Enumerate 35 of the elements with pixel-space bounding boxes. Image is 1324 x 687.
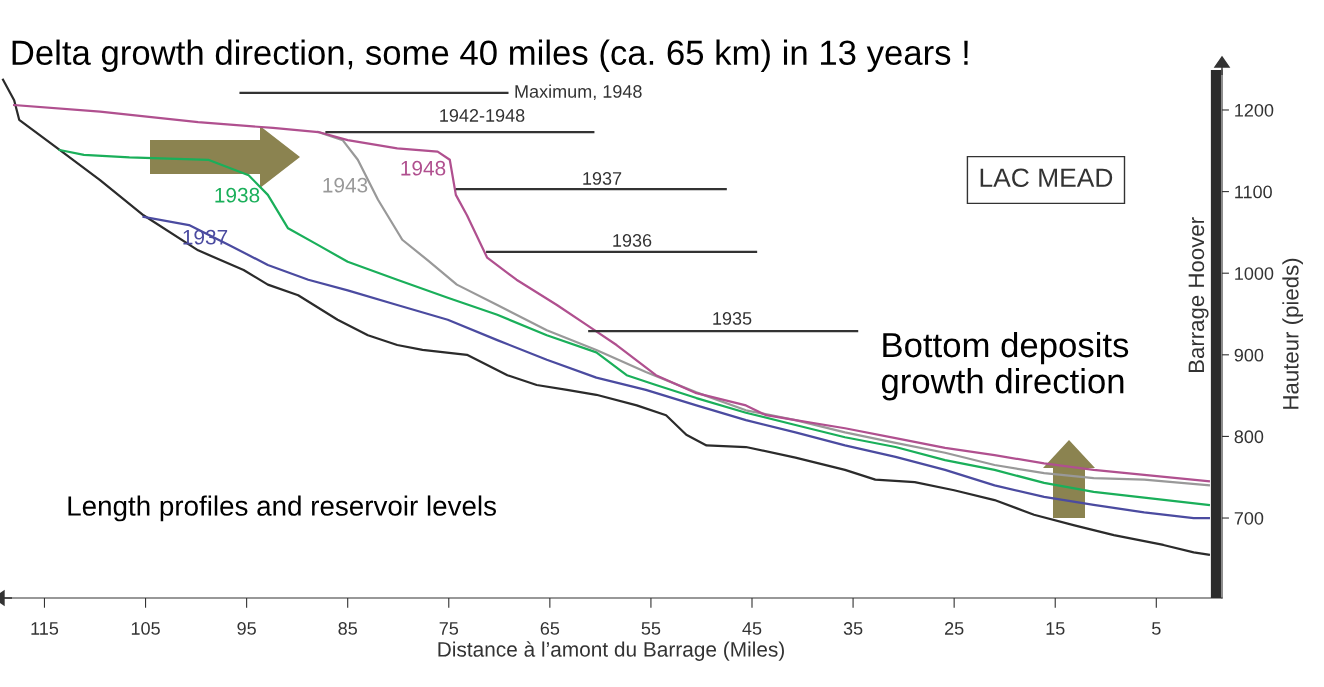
series-label: 1938: [215, 187, 260, 203]
annotation: Maximum, 1948: [515, 84, 642, 100]
x-tick-label: 115: [31, 622, 59, 635]
chart-title: Delta growth direction, some 40 miles (ca. 65 km) in 13 years !: [12, 39, 968, 72]
annotation: LAC MEAD: [980, 168, 1113, 188]
x-tick-label: 95: [237, 622, 256, 635]
x-tick-label: 45: [742, 622, 762, 635]
annotation: 1937: [583, 172, 622, 185]
x-tick-label: 35: [843, 622, 863, 635]
series-label: 1948: [401, 160, 446, 176]
y-tick-label: 1000: [1235, 267, 1274, 280]
x-tick-label: 5: [1152, 622, 1161, 635]
line-series: [317, 130, 1210, 487]
annotation: 1936: [613, 234, 652, 247]
y-tick-label: 900: [1234, 348, 1264, 362]
x-tick-label: 65: [540, 622, 560, 635]
x-tick-label: 25: [945, 622, 964, 635]
annotation: 1935: [713, 312, 752, 325]
annotation: 1942-1948: [440, 109, 525, 122]
y-axis-title: Hauteur (pieds): [1282, 258, 1304, 409]
line-series: [13, 103, 1210, 483]
x-tick-label: 75: [439, 622, 459, 635]
x-tick-label: 105: [131, 622, 160, 635]
x-tick-label: 85: [338, 622, 357, 635]
y-tick-label: 800: [1234, 430, 1264, 444]
band-label: Barrage Hoover: [1188, 217, 1209, 373]
y-tick-label: 1100: [1235, 185, 1272, 199]
x-axis-title: Distance à l’amont du Barrage (Miles): [438, 641, 784, 661]
x-tick-label: 55: [641, 622, 661, 635]
annotation: Bottom deposits growth direction: [881, 331, 1129, 401]
annotation: Length profiles and reservoir levels: [68, 495, 496, 522]
y-tick-label: 1200: [1235, 103, 1274, 117]
y-tick-label: 700: [1234, 511, 1264, 525]
series-label: 1943: [323, 177, 368, 193]
x-tick-label: 15: [1046, 622, 1065, 635]
